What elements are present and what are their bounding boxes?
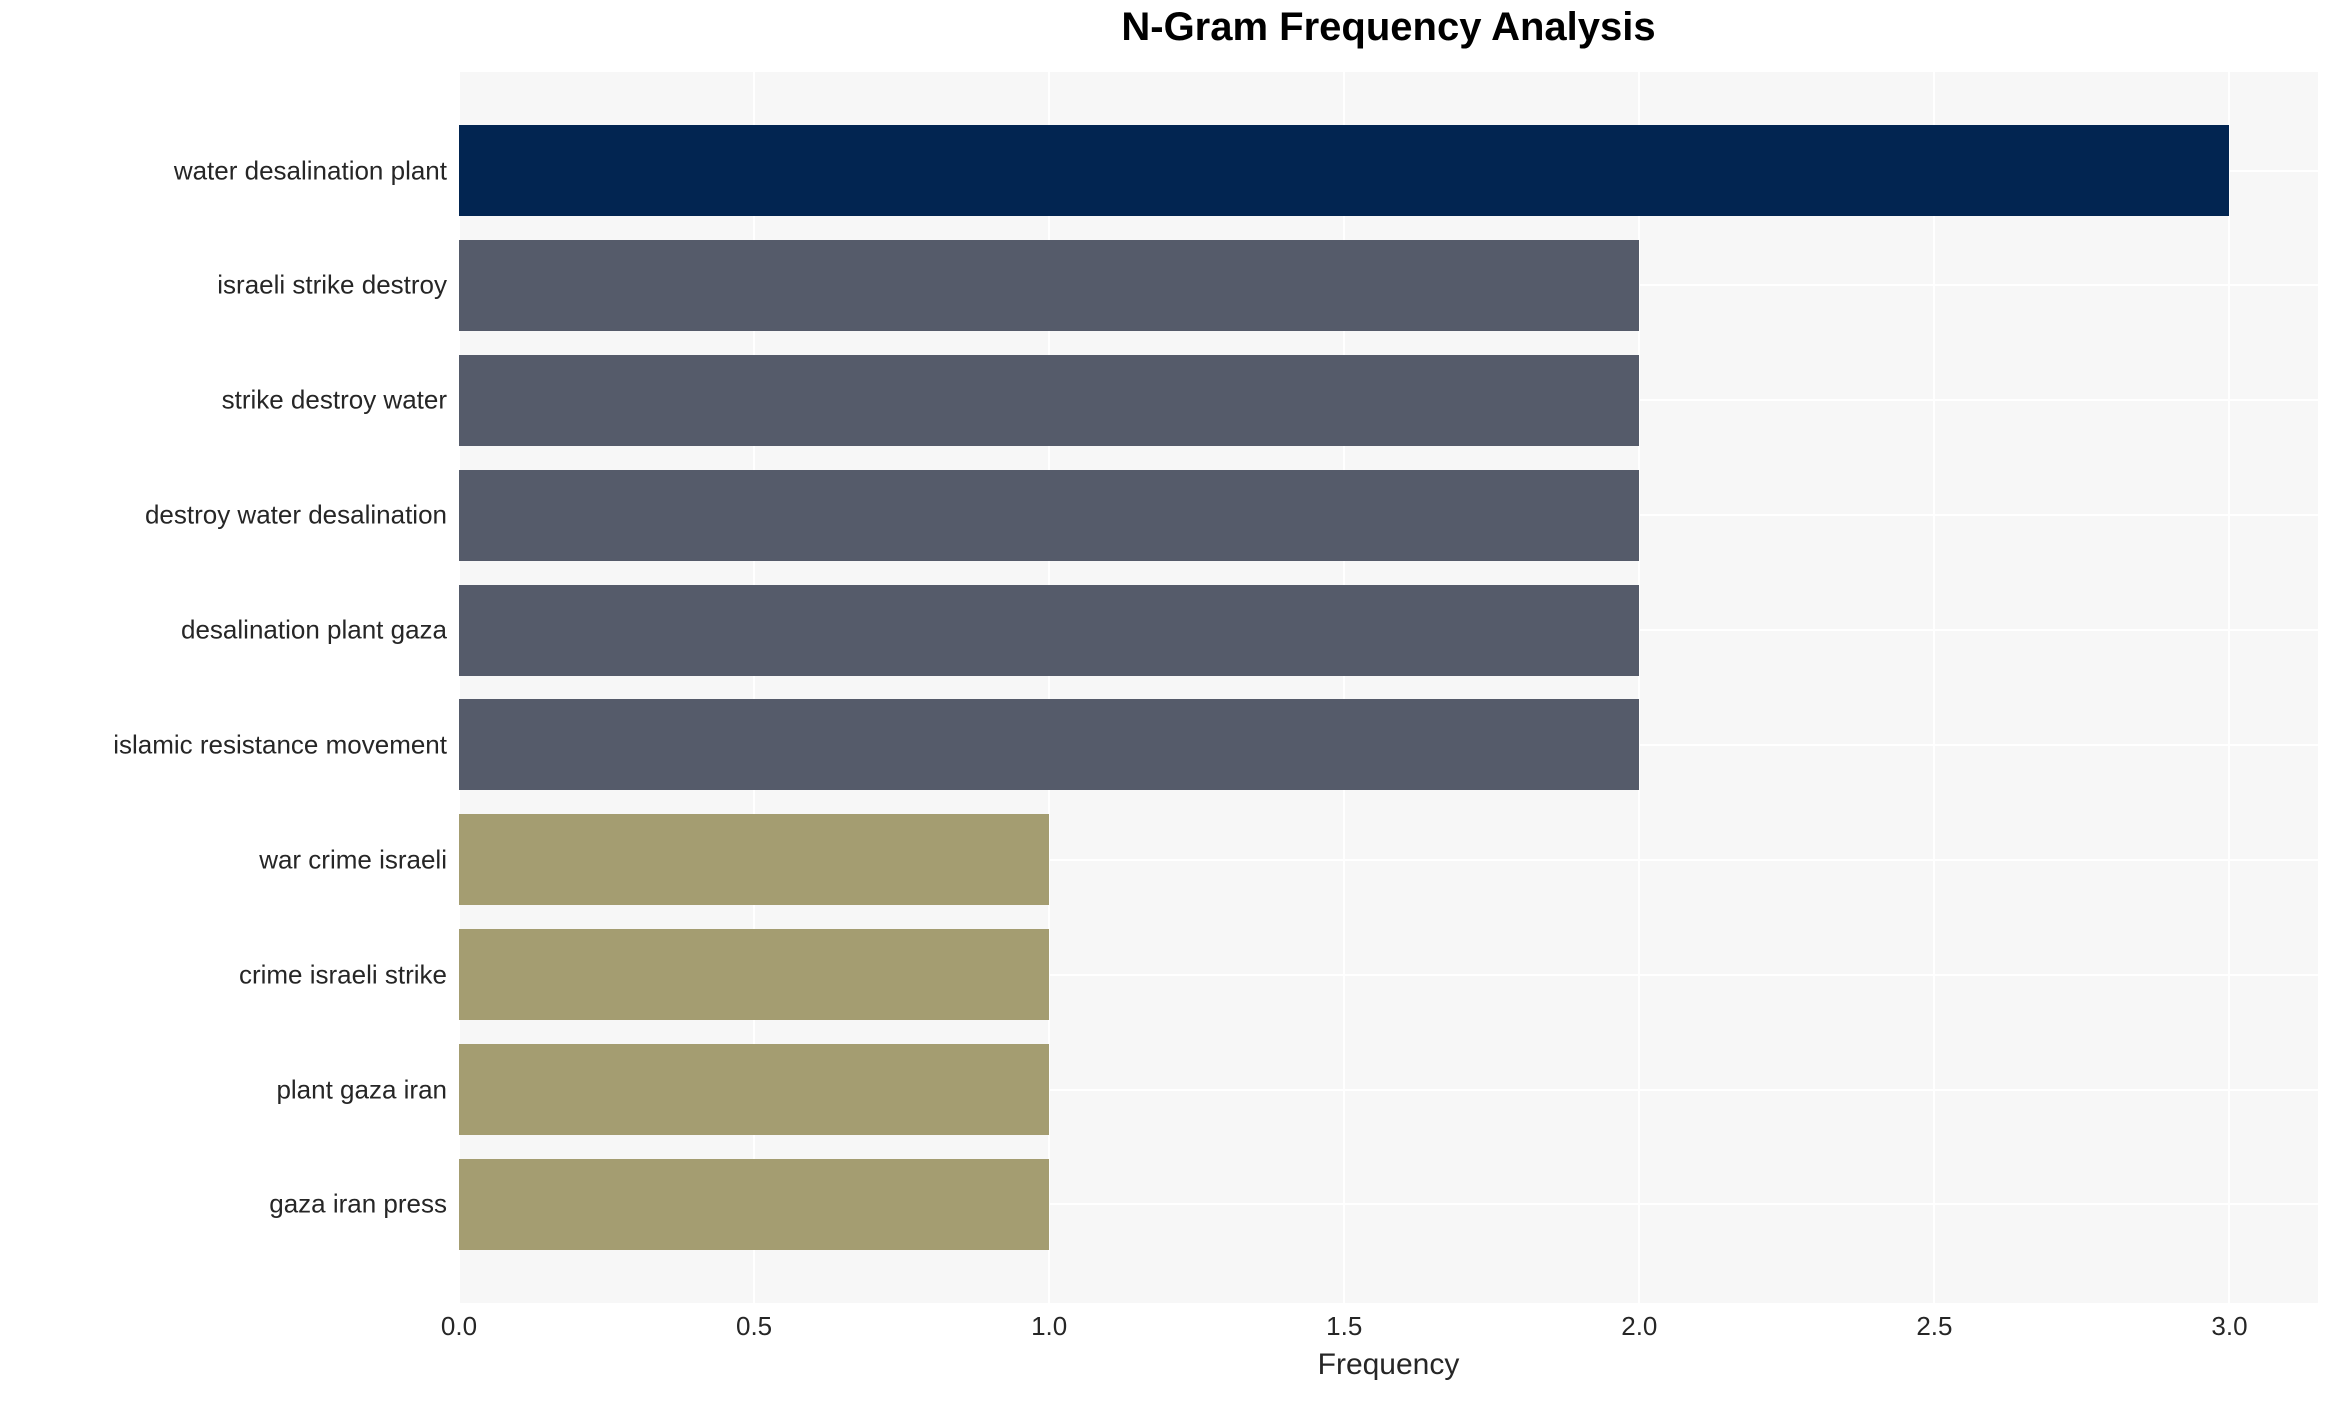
category-label: crime israeli strike [238,959,447,990]
category-label: water desalination plant [173,155,447,185]
category-label: gaza iran press [269,1188,447,1219]
x-axis-ticks: 0.0 0.5 1.0 1.5 2.0 2.5 3.0 [441,1311,2318,1343]
frequency-bar [459,1158,1050,1250]
bar-row: islamic resistance movement [113,699,2318,791]
frequency-bar [459,814,1050,906]
horizontal-gridline [459,1203,2318,1206]
bar-row: israeli strike destroy [217,239,2318,331]
x-tick-label: 2.0 [1621,1311,1658,1341]
vertical-gridline [2228,72,2231,1303]
x-tick-label: 1.0 [1031,1311,1068,1341]
category-label: islamic resistance movement [113,729,447,760]
vertical-gridline [1048,72,1051,1303]
bar-row: destroy water desalination [145,469,2318,561]
vertical-gridline [1343,72,1346,1303]
bar-row: water desalination plant [174,125,2318,216]
frequency-bar [459,1044,1050,1135]
frequency-bar [459,929,1050,1021]
bar-row: desalination plant gaza [181,584,2318,676]
vertical-gridline [1933,72,1936,1303]
x-tick-label: 1.5 [1326,1311,1363,1341]
x-tick-label: 2.5 [1916,1311,1953,1341]
category-label: war crime israeli [259,844,447,875]
frequency-bar [459,584,1640,676]
category-label: strike destroy water [221,384,447,415]
x-tick-label: 0.0 [440,1311,478,1341]
bars-container: water desalination plant israeli strike d… [113,72,2318,1303]
horizontal-gridline [459,973,2318,976]
bar-row: gaza iran press [269,1158,2318,1250]
category-label: plant gaza iran [276,1074,447,1104]
bar-row: crime israeli strike [239,929,2318,1021]
bar-row: strike destroy water [222,354,2318,446]
frequency-bar [459,354,1640,446]
x-tick-label: 3.0 [2211,1311,2248,1341]
category-label: destroy water desalination [144,499,447,530]
frequency-bar [459,239,1640,331]
frequency-bar [459,125,2230,216]
x-axis-label: Frequency [1317,1348,1460,1381]
chart-title: N-Gram Frequency Analysis [1121,5,1656,49]
category-label: desalination plant gaza [181,614,447,645]
x-tick-label: 0.5 [736,1311,773,1341]
vertical-gridline [458,72,460,1303]
plot-area: water desalination plant israeli strike d… [113,72,2318,1303]
frequency-bar [459,699,1640,791]
category-label: israeli strike destroy [217,269,447,300]
bar-row: plant gaza iran [276,1044,2318,1135]
horizontal-gridline [459,858,2318,861]
vertical-gridline [753,72,756,1303]
horizontal-gridline [459,1088,2318,1091]
vertical-gridline [1638,72,1641,1303]
bar-row: war crime israeli [259,814,2318,906]
frequency-bar [459,469,1640,561]
